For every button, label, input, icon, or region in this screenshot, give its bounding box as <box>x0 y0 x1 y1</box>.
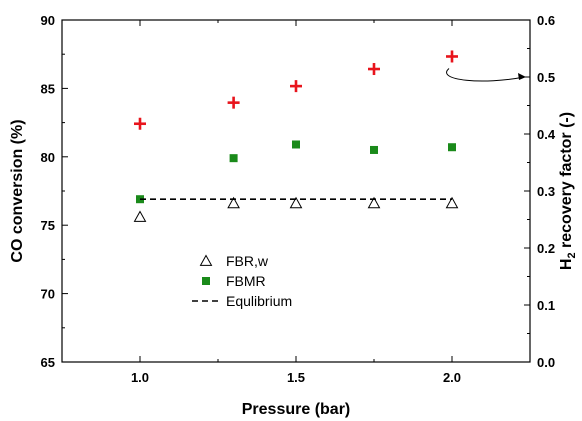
series-fbr-w <box>133 196 459 222</box>
y-right-tick-label: 0.1 <box>537 298 555 313</box>
data-point <box>292 140 300 149</box>
y-axis-title-left: CO conversion (%) <box>9 119 26 262</box>
legend-entry: FBR,w <box>199 253 269 269</box>
y-left-tick-label: 85 <box>41 81 55 96</box>
legend-swatch <box>199 254 213 266</box>
data-point <box>227 96 240 109</box>
legend-label: FBR,w <box>226 253 269 269</box>
y-left-tick-label: 80 <box>41 150 55 165</box>
legend-label: FBMR <box>226 273 266 289</box>
y-left-tick-label: 75 <box>41 218 55 233</box>
legend-swatch <box>202 277 210 285</box>
y-axis-title-right-suffix: recovery factor (-) <box>558 112 575 253</box>
y-right-tick-label: 0.5 <box>537 70 555 85</box>
y-right-tick-label: 0.4 <box>537 127 556 142</box>
y-left-tick-label: 70 <box>41 287 55 302</box>
annotation-arrow-head <box>518 73 526 80</box>
annotation-arrow-curve <box>446 68 525 82</box>
y-axis-title-right: H2 recovery factor (-) <box>558 112 578 270</box>
y-right-tick-label: 0.2 <box>537 241 555 256</box>
data-point <box>290 80 302 93</box>
x-tick-label: 1.0 <box>131 370 149 385</box>
legend: FBR,w FBMR Equlibrium <box>192 253 292 309</box>
data-point <box>446 50 458 63</box>
y-left-tick-label: 90 <box>41 13 55 28</box>
data-point <box>227 196 240 209</box>
y-axis-title-right-subscript: 2 <box>566 252 578 258</box>
series-fbmr <box>136 140 456 204</box>
y-right-tick-label: 0.0 <box>537 355 555 370</box>
y-right-tick-label: 0.6 <box>537 13 555 28</box>
x-tick-label: 1.5 <box>287 370 305 385</box>
ticks-layer: 1.0 1.5 2.0 65 70 75 80 85 90 0.0 0.1 0.2 0.3 0.4 0.5 0… <box>41 13 556 385</box>
data-point <box>134 117 146 130</box>
data-point <box>370 145 378 154</box>
x-axis-title: Pressure (bar) <box>242 401 351 418</box>
annotation-layer <box>446 68 526 82</box>
data-point <box>445 196 459 209</box>
series-right-axis-3 <box>134 50 458 130</box>
legend-entry: Equlibrium <box>192 293 292 309</box>
series-layer <box>133 50 459 222</box>
data-point <box>229 154 238 163</box>
y-axis-title-right-prefix: H <box>558 259 575 271</box>
data-point <box>289 196 303 209</box>
data-point <box>448 143 456 152</box>
y-left-tick-label: 65 <box>41 355 55 370</box>
y-right-tick-label: 0.3 <box>537 184 555 199</box>
x-tick-label: 2.0 <box>443 370 461 385</box>
legend-label: Equlibrium <box>226 293 292 309</box>
data-point <box>367 196 381 209</box>
data-point <box>133 210 147 222</box>
legend-entry: FBMR <box>202 273 266 289</box>
plot-frame <box>61 19 531 363</box>
data-point <box>368 63 380 76</box>
plot-area-border <box>61 19 531 363</box>
